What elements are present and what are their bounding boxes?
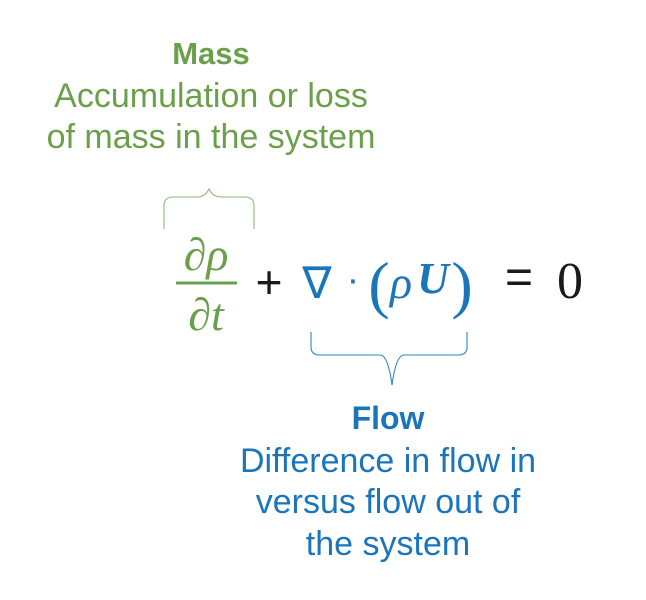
svg-text:): ) — [451, 249, 472, 320]
svg-text:=: = — [505, 251, 533, 304]
svg-text:∂ρ: ∂ρ — [184, 229, 229, 280]
svg-text:∂t: ∂t — [188, 289, 225, 338]
svg-text:(: ( — [368, 249, 389, 320]
svg-text:+: + — [256, 256, 283, 308]
svg-text:·: · — [347, 259, 360, 301]
svg-text:∇: ∇ — [301, 259, 332, 308]
svg-text:ρ: ρ — [388, 257, 412, 308]
svg-text:0: 0 — [557, 253, 583, 310]
svg-text:U: U — [417, 254, 451, 303]
